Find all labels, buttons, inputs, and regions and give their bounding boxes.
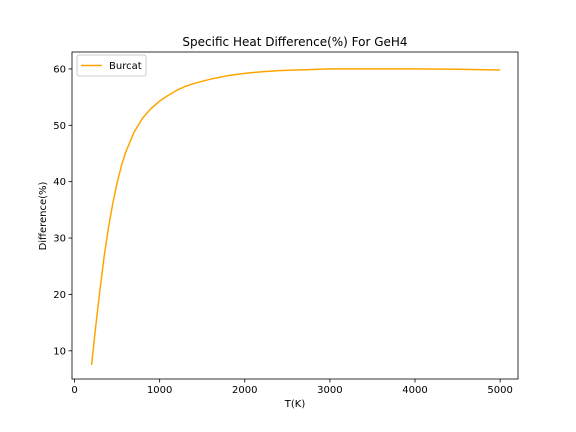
x-axis-label: T(K) — [284, 399, 306, 410]
plot-area — [71, 51, 519, 380]
x-tick-label: 0 — [71, 385, 77, 396]
x-tick-label: 1000 — [147, 385, 172, 396]
x-tick-label: 2000 — [232, 385, 257, 396]
chart-title: Specific Heat Difference(%) For GeH4 — [182, 35, 407, 49]
legend-label-burcat: Burcat — [109, 61, 142, 72]
y-axis-label: Difference(%) — [38, 181, 49, 250]
legend: Burcat — [76, 54, 147, 77]
y-tick-label: 30 — [53, 234, 66, 245]
x-tick-label: 3000 — [317, 385, 342, 396]
x-tick-label: 4000 — [402, 385, 427, 396]
y-tick-label: 40 — [53, 177, 66, 188]
x-tick-label: 5000 — [487, 385, 512, 396]
y-tick-label: 10 — [53, 346, 66, 357]
y-tick-label: 60 — [53, 64, 66, 75]
plot-frame — [71, 51, 519, 380]
y-tick-label: 20 — [53, 290, 66, 301]
y-tick-label: 50 — [53, 121, 66, 132]
series-line-burcat — [90, 68, 501, 365]
legend-box — [76, 54, 147, 77]
x-axis: 0 1000 2000 3000 4000 5000 — [71, 379, 513, 396]
y-axis: 10 20 30 40 50 60 — [53, 64, 72, 357]
